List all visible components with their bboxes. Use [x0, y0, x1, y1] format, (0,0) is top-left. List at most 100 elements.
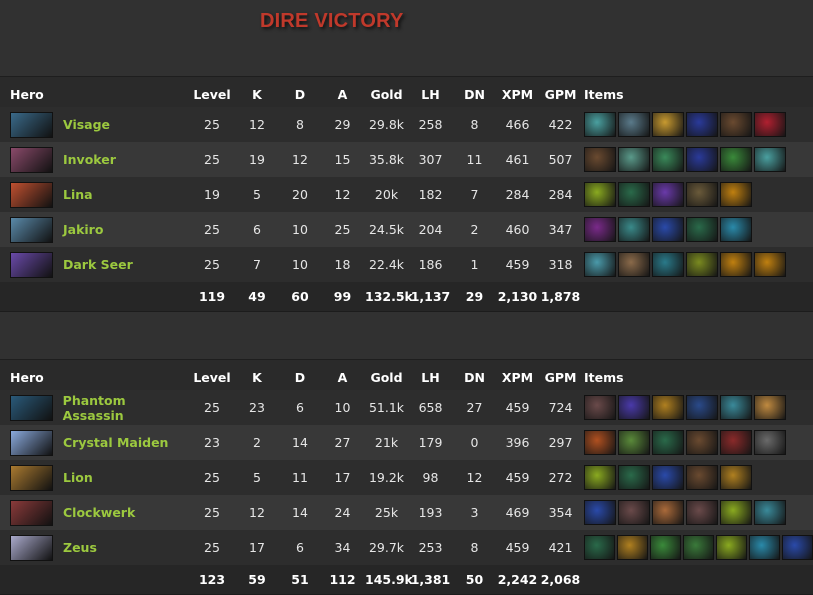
header-lh[interactable]: LH: [421, 369, 440, 385]
item-icon[interactable]: [618, 252, 650, 277]
item-icon[interactable]: [618, 465, 650, 490]
item-icon[interactable]: [686, 395, 718, 420]
item-icon[interactable]: [754, 112, 786, 137]
hero-portrait[interactable]: [10, 251, 53, 278]
header-dn[interactable]: DN: [464, 86, 485, 102]
item-icon[interactable]: [720, 112, 752, 137]
hero-name[interactable]: Zeus: [63, 540, 97, 555]
item-icon[interactable]: [652, 500, 684, 525]
hero-portrait[interactable]: [10, 146, 53, 173]
hero-name[interactable]: Visage: [63, 117, 111, 132]
item-icon[interactable]: [686, 147, 718, 172]
item-icon[interactable]: [720, 182, 752, 207]
item-icon[interactable]: [754, 395, 786, 420]
item-icon[interactable]: [618, 182, 650, 207]
item-icon[interactable]: [686, 430, 718, 455]
item-icon[interactable]: [720, 252, 752, 277]
item-icon[interactable]: [686, 500, 718, 525]
item-icon[interactable]: [686, 217, 718, 242]
item-icon[interactable]: [652, 395, 684, 420]
item-icon[interactable]: [686, 112, 718, 137]
item-icon[interactable]: [617, 535, 648, 560]
header-hero[interactable]: Hero: [10, 369, 44, 385]
item-icon[interactable]: [652, 252, 684, 277]
item-icon[interactable]: [683, 535, 714, 560]
item-icon[interactable]: [618, 500, 650, 525]
header-d[interactable]: D: [294, 369, 306, 385]
header-gpm[interactable]: GPM: [544, 86, 577, 102]
item-icon[interactable]: [652, 112, 684, 137]
item-icon[interactable]: [720, 217, 752, 242]
hero-portrait[interactable]: [10, 216, 53, 243]
hero-name[interactable]: Crystal Maiden: [63, 435, 169, 450]
item-icon[interactable]: [652, 182, 684, 207]
header-k[interactable]: K: [252, 86, 262, 102]
header-a[interactable]: A: [337, 369, 348, 385]
header-a[interactable]: A: [337, 86, 348, 102]
item-icon[interactable]: [584, 217, 616, 242]
item-icon[interactable]: [720, 500, 752, 525]
item-icon[interactable]: [652, 147, 684, 172]
item-icon[interactable]: [686, 182, 718, 207]
header-level[interactable]: Level: [193, 86, 231, 102]
item-icon[interactable]: [652, 217, 684, 242]
item-icon[interactable]: [716, 535, 747, 560]
hero-portrait[interactable]: [10, 464, 53, 491]
item-icon[interactable]: [618, 112, 650, 137]
header-d[interactable]: D: [294, 86, 306, 102]
item-icon[interactable]: [584, 252, 616, 277]
item-icon[interactable]: [584, 535, 615, 560]
item-icon[interactable]: [650, 535, 681, 560]
item-icon[interactable]: [584, 500, 616, 525]
header-k[interactable]: K: [252, 369, 262, 385]
header-hero[interactable]: Hero: [10, 86, 44, 102]
hero-name[interactable]: Phantom Assassin: [62, 392, 126, 423]
header-gold[interactable]: Gold: [370, 369, 403, 385]
hero-portrait[interactable]: [10, 499, 53, 526]
item-icon[interactable]: [754, 430, 786, 455]
item-icon[interactable]: [652, 465, 684, 490]
item-icon[interactable]: [754, 252, 786, 277]
item-icon[interactable]: [782, 535, 813, 560]
item-icon[interactable]: [584, 112, 616, 137]
item-icon[interactable]: [754, 147, 786, 172]
item-icon[interactable]: [686, 465, 718, 490]
item-icon[interactable]: [686, 252, 718, 277]
item-icon[interactable]: [584, 182, 616, 207]
header-xpm[interactable]: XPM: [501, 86, 534, 102]
header-gpm[interactable]: GPM: [544, 369, 577, 385]
hero-name[interactable]: Invoker: [63, 152, 116, 167]
item-icon[interactable]: [618, 430, 650, 455]
header-lh[interactable]: LH: [421, 86, 440, 102]
hero-portrait[interactable]: [10, 394, 53, 421]
hero-name[interactable]: Lion: [63, 470, 93, 485]
hero-name[interactable]: Dark Seer: [63, 257, 133, 272]
hero-portrait[interactable]: [10, 181, 53, 208]
item-icon[interactable]: [720, 147, 752, 172]
item-icon[interactable]: [618, 147, 650, 172]
item-icon[interactable]: [618, 217, 650, 242]
header-gold[interactable]: Gold: [370, 86, 403, 102]
hero-portrait[interactable]: [10, 534, 53, 561]
hero-name[interactable]: Jakiro: [63, 222, 104, 237]
total-gpm: 2,068: [540, 572, 581, 587]
item-icon[interactable]: [720, 465, 752, 490]
header-level[interactable]: Level: [193, 369, 231, 385]
item-icon[interactable]: [720, 430, 752, 455]
header-dn[interactable]: DN: [464, 369, 485, 385]
hero-portrait[interactable]: [10, 429, 53, 456]
item-icon[interactable]: [584, 147, 616, 172]
item-icon[interactable]: [584, 395, 616, 420]
hero-name[interactable]: Clockwerk: [63, 505, 136, 520]
stat-xpm: 284: [505, 187, 530, 202]
hero-portrait[interactable]: [10, 111, 53, 138]
item-icon[interactable]: [584, 430, 616, 455]
item-icon[interactable]: [749, 535, 780, 560]
item-icon[interactable]: [618, 395, 650, 420]
item-icon[interactable]: [652, 430, 684, 455]
header-xpm[interactable]: XPM: [501, 369, 534, 385]
item-icon[interactable]: [720, 395, 752, 420]
item-icon[interactable]: [754, 500, 786, 525]
item-icon[interactable]: [584, 465, 616, 490]
hero-name[interactable]: Lina: [63, 187, 93, 202]
